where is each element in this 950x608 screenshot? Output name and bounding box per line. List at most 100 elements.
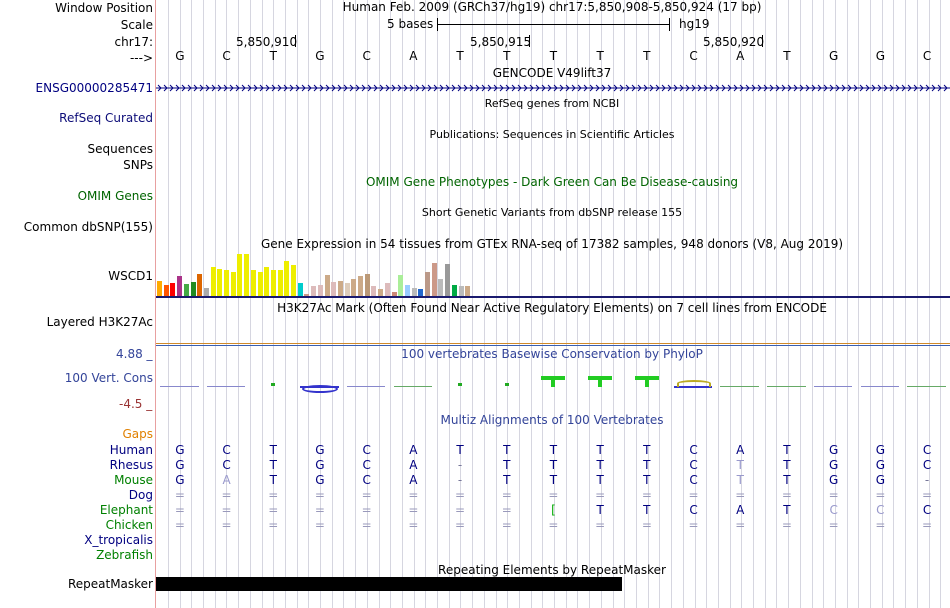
position-tick <box>762 35 763 47</box>
aligned-base: C <box>922 443 932 457</box>
gtex-gene-label[interactable]: WSCD1 <box>108 269 153 283</box>
aligned-base: - <box>457 473 463 487</box>
aligned-base: T <box>783 443 791 457</box>
species-label[interactable]: X_tropicalis <box>84 533 153 547</box>
gtex-tissue-bar <box>311 286 317 296</box>
refseq-curated-label[interactable]: RefSeq Curated <box>59 111 153 125</box>
grid-line <box>905 0 906 608</box>
conservation-label[interactable]: 100 Vert. Cons <box>64 371 153 385</box>
aligned-base: = <box>221 518 232 532</box>
conservation-mark <box>767 386 806 387</box>
species-label[interactable]: Human <box>109 443 153 457</box>
aligned-base: C <box>829 503 838 517</box>
strand-chevron <box>937 84 942 92</box>
gencode-track-title: GENCODE V49lift37 <box>492 66 612 80</box>
strand-chevron <box>361 84 366 92</box>
strand-chevron <box>817 84 822 92</box>
repeatmasker-label[interactable]: RepeatMasker <box>67 577 153 591</box>
gencode-transcript-line[interactable] <box>156 82 950 94</box>
grid-line <box>671 0 672 608</box>
gtex-tissue-bar <box>210 267 216 296</box>
gtex-tissue-bar <box>157 281 162 296</box>
grid-line <box>542 0 543 608</box>
aligned-base: - <box>924 473 930 487</box>
strand-chevron <box>607 84 612 92</box>
strand-chevron <box>241 84 246 92</box>
position-tick <box>529 35 530 47</box>
strand-chevron <box>499 84 504 92</box>
strand-chevron <box>427 84 432 92</box>
grid-line <box>929 0 930 608</box>
strand-chevron <box>475 84 480 92</box>
strand-chevron <box>943 84 948 92</box>
aligned-base: G <box>828 473 839 487</box>
strand-chevron <box>535 84 540 92</box>
snps-label[interactable]: SNPs <box>123 158 153 172</box>
strand-chevron <box>223 84 228 92</box>
dbsnp-track-title: Short Genetic Variants from dbSNP releas… <box>421 206 683 219</box>
strand-chevron <box>643 84 648 92</box>
grid-line <box>577 0 578 608</box>
h3k27ac-signal-line <box>156 345 950 346</box>
gtex-tissue-bar <box>337 281 343 296</box>
aligned-base: = <box>361 488 372 502</box>
grid-line <box>449 0 450 608</box>
chrom-label: chr17: <box>114 35 153 49</box>
grid-line <box>858 0 859 608</box>
ruler-base: T <box>643 49 651 63</box>
aligned-base: T <box>783 458 791 472</box>
gtex-tissue-bar <box>190 282 196 296</box>
aligned-base: T <box>596 503 604 517</box>
strand-chevron <box>673 84 678 92</box>
strand-chevron <box>517 84 522 92</box>
strand-chevron <box>457 84 462 92</box>
strand-chevron <box>685 84 690 92</box>
strand-chevron <box>847 84 852 92</box>
grid-line <box>215 0 216 608</box>
strand-chevron <box>895 84 900 92</box>
gtex-tissue-bar <box>391 292 397 296</box>
strand-chevron <box>307 84 312 92</box>
dbsnp-label[interactable]: Common dbSNP(155) <box>23 220 153 234</box>
ruler-base: C <box>689 49 698 63</box>
strand-chevron <box>313 84 318 92</box>
strand-chevron <box>589 84 594 92</box>
grid-line <box>238 0 239 608</box>
aligned-base: T <box>549 443 558 457</box>
aligned-base: C <box>689 443 698 457</box>
species-label[interactable]: Mouse <box>114 473 153 487</box>
label-divider <box>155 0 156 608</box>
species-label[interactable]: Chicken <box>105 518 153 532</box>
grid-line <box>332 0 333 608</box>
omim-genes-label[interactable]: OMIM Genes <box>77 189 153 203</box>
aligned-base: = <box>828 518 839 532</box>
strand-chevron <box>781 84 786 92</box>
strand-chevron <box>217 84 222 92</box>
position-tick <box>295 35 296 47</box>
aligned-base: T <box>643 473 651 487</box>
strand-chevron <box>391 84 396 92</box>
strand-chevron <box>727 84 732 92</box>
aligned-base: C <box>362 473 371 487</box>
grid-line <box>917 0 918 608</box>
ruler-base: C <box>922 49 932 63</box>
gaps-label[interactable]: Gaps <box>122 427 153 441</box>
species-label[interactable]: Zebrafish <box>96 548 153 562</box>
grid-line <box>835 0 836 608</box>
publications-label[interactable]: Sequences <box>87 142 153 156</box>
gencode-transcript-label[interactable]: ENSG00000285471 <box>35 81 153 95</box>
h3k27ac-label[interactable]: Layered H3K27Ac <box>46 315 153 329</box>
gtex-tissue-bar <box>358 276 363 296</box>
ruler-base: T <box>269 49 277 63</box>
species-label[interactable]: Dog <box>128 488 153 502</box>
gtex-tissue-bar <box>170 283 176 296</box>
aligned-base: G <box>175 473 185 487</box>
grid-line <box>355 0 356 608</box>
aligned-base: A <box>409 443 418 457</box>
aligned-base: = <box>408 518 419 532</box>
aligned-base: = <box>408 488 419 502</box>
strand-chevron <box>229 84 234 92</box>
repeat-element-block[interactable] <box>156 577 622 591</box>
species-label[interactable]: Elephant <box>99 503 153 517</box>
species-label[interactable]: Rhesus <box>109 458 153 472</box>
